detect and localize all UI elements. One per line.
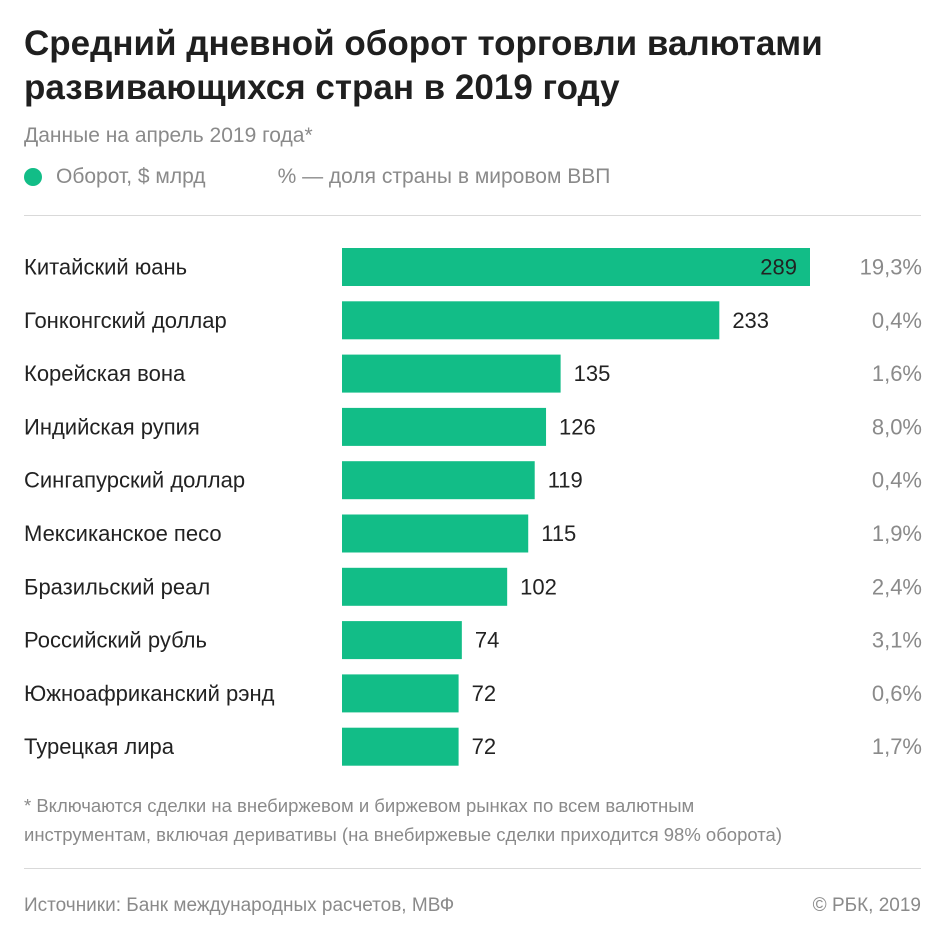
bar [342,461,535,500]
bottom-divider [24,868,921,869]
value-label: 289 [760,255,797,280]
chart-title-line-2: развивающихся стран в 2019 году [24,68,620,107]
gdp-share-label: 1,6% [872,361,922,386]
legend-gdp-note: % — доля страны в мировом ВВП [277,165,611,188]
bar [342,727,459,766]
footnote-line-2: инструментам, включая деривативы (на вне… [24,824,782,845]
category-label: Турецкая лира [24,734,175,759]
legend-dot-icon [24,168,42,186]
bar [342,674,459,713]
chart-title-line-1: Средний дневной оборот торговли валютами [24,24,823,63]
category-label: Корейская вона [24,361,186,386]
bar [342,514,529,553]
gdp-share-label: 2,4% [872,574,922,599]
value-label: 126 [559,414,596,439]
category-label: Южноафриканский рэнд [24,681,275,706]
legend-series-label: Оборот, $ млрд [56,165,206,188]
value-label: 119 [548,468,583,493]
top-divider [24,215,921,216]
sources: Источники: Банк международных расчетов, … [24,895,455,916]
bar [342,248,810,286]
gdp-share-label: 0,4% [872,308,922,333]
value-label: 72 [472,681,496,706]
bar-chart: Китайский юань 289 19,3% Гонконгский доллар… [24,248,922,766]
value-label: 115 [541,521,576,546]
gdp-share-label: 0,6% [872,681,922,706]
value-label: 74 [475,628,499,653]
bar [342,567,508,606]
bar [342,621,462,660]
value-label: 72 [472,734,496,759]
bar [342,354,561,393]
gdp-share-label: 1,7% [872,734,922,759]
category-label: Сингапурский доллар [24,468,245,493]
gdp-share-label: 1,9% [872,521,922,546]
category-label: Индийская рупия [24,414,200,439]
category-label: Российский рубль [24,628,207,653]
footnote: * Включаются сделки на внебиржевом и бир… [24,791,934,849]
value-label: 135 [574,361,611,386]
gdp-share-label: 19,3% [860,255,922,280]
gdp-share-label: 0,4% [872,468,922,493]
value-label: 102 [520,574,557,599]
footnote-line-1: * Включаются сделки на внебиржевом и бир… [24,795,695,816]
chart-subtitle: Данные на апрель 2019 года* [24,124,313,147]
legend: Оборот, $ млрд % — доля страны в мировом… [24,163,610,191]
gdp-share-label: 8,0% [872,414,922,439]
gdp-share-label: 3,1% [872,628,922,653]
category-label: Бразильский реал [24,574,210,599]
copyright: © РБК, 2019 [812,895,921,916]
category-label: Китайский юань [24,255,187,280]
category-label: Гонконгский доллар [24,308,227,333]
category-label: Мексиканское песо [24,521,222,546]
bar [342,301,720,340]
value-label: 233 [732,308,769,333]
bar [342,407,547,446]
chart-title: Средний дневной оборот торговли валютами… [24,22,924,110]
